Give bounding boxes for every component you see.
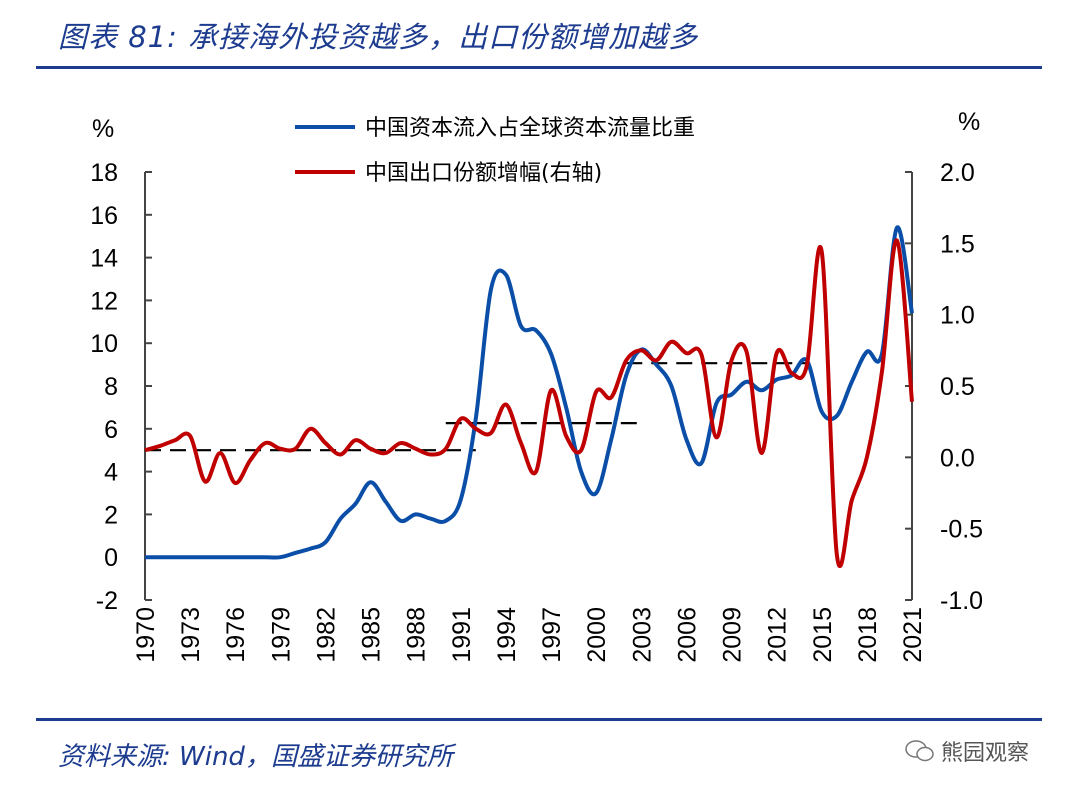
right-axis-unit: % — [958, 108, 980, 136]
left-tick-label: 0 — [104, 544, 118, 572]
x-tick-label: 2021 — [899, 607, 927, 663]
legend-label: 中国出口份额增幅(右轴) — [365, 161, 602, 186]
right-tick-label: 1.0 — [940, 302, 975, 330]
x-tick-label: 1985 — [358, 607, 386, 663]
right-tick-label: 1.5 — [940, 230, 975, 258]
x-tick-label: 2000 — [583, 607, 611, 663]
right-tick-label: 2.0 — [940, 159, 975, 187]
watermark-text: 熊园观察 — [941, 741, 1030, 766]
watermark: 熊园观察 — [905, 735, 1029, 767]
left-tick-label: 2 — [104, 501, 118, 529]
left-tick-label: 18 — [90, 159, 118, 187]
right-tick-label: -0.5 — [940, 516, 983, 544]
left-tick-label: 14 — [90, 245, 118, 273]
page-title: 图表 81: 承接海外投资越多，出口份额增加越多 — [58, 20, 699, 54]
x-tick-label: 1991 — [448, 607, 476, 663]
x-tick-label: 2018 — [854, 607, 882, 663]
right-tick-label: 0.0 — [940, 444, 975, 472]
left-tick-label: -2 — [96, 587, 118, 615]
x-tick-label: 2006 — [673, 607, 701, 663]
right-tick-label: 0.5 — [940, 373, 975, 401]
wechat-icon — [905, 740, 934, 762]
x-tick-label: 1994 — [493, 607, 521, 663]
left-tick-label: 8 — [104, 373, 118, 401]
x-tick-label: 1988 — [403, 607, 431, 663]
x-tick-label: 2009 — [719, 607, 747, 663]
left-tick-label: 10 — [90, 330, 118, 358]
x-tick-label: 1982 — [312, 607, 340, 663]
right-tick-label: -1.0 — [940, 587, 983, 615]
x-tick-label: 1976 — [222, 607, 250, 663]
x-tick-label: 2015 — [809, 607, 837, 663]
footer-divider — [36, 718, 1042, 721]
left-tick-label: 6 — [104, 416, 118, 444]
x-tick-label: 2012 — [764, 607, 792, 663]
series-line-export-share-change — [144, 238, 914, 568]
x-tick-label: 1979 — [267, 607, 295, 663]
x-tick-label: 1973 — [177, 607, 205, 663]
left-tick-label: 16 — [90, 202, 118, 230]
source-note: 资料来源: Wind，国盛证券研究所 — [58, 742, 453, 772]
legend-label: 中国资本流入占全球资本流量比重 — [365, 116, 695, 141]
x-tick-label: 1997 — [538, 607, 566, 663]
title-divider — [36, 66, 1042, 69]
x-tick-label: 1970 — [132, 607, 160, 663]
x-tick-label: 2003 — [628, 607, 656, 663]
left-tick-label: 12 — [90, 287, 118, 315]
left-axis-unit: % — [92, 115, 114, 143]
series-line-capital-inflow-share — [145, 225, 914, 560]
left-tick-label: 4 — [104, 459, 118, 487]
